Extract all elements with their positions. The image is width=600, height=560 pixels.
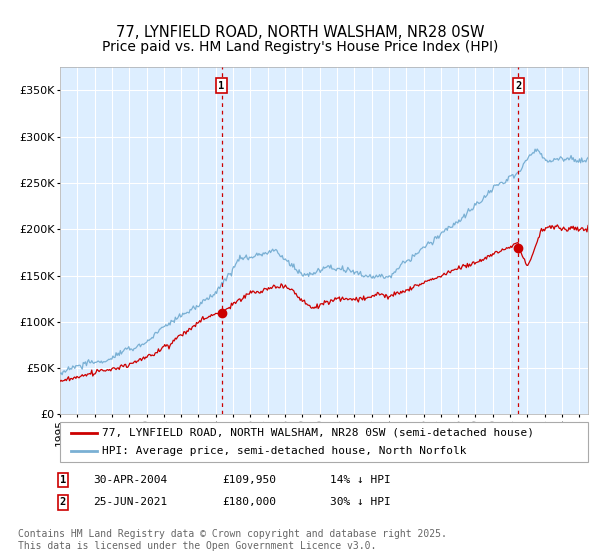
FancyBboxPatch shape [60,422,588,462]
Text: Contains HM Land Registry data © Crown copyright and database right 2025.
This d: Contains HM Land Registry data © Crown c… [18,529,447,551]
Text: 14% ↓ HPI: 14% ↓ HPI [330,475,391,485]
Text: 77, LYNFIELD ROAD, NORTH WALSHAM, NR28 0SW (semi-detached house): 77, LYNFIELD ROAD, NORTH WALSHAM, NR28 0… [102,428,534,438]
Text: Price paid vs. HM Land Registry's House Price Index (HPI): Price paid vs. HM Land Registry's House … [102,40,498,54]
Text: 25-JUN-2021: 25-JUN-2021 [93,497,167,507]
Text: 1: 1 [218,81,224,91]
Text: 2: 2 [60,497,66,507]
Text: 1: 1 [60,475,66,485]
Text: £180,000: £180,000 [222,497,276,507]
Text: 77, LYNFIELD ROAD, NORTH WALSHAM, NR28 0SW: 77, LYNFIELD ROAD, NORTH WALSHAM, NR28 0… [116,25,484,40]
Text: 2: 2 [515,81,521,91]
Text: 30% ↓ HPI: 30% ↓ HPI [330,497,391,507]
Text: 30-APR-2004: 30-APR-2004 [93,475,167,485]
Text: HPI: Average price, semi-detached house, North Norfolk: HPI: Average price, semi-detached house,… [102,446,467,456]
Text: £109,950: £109,950 [222,475,276,485]
